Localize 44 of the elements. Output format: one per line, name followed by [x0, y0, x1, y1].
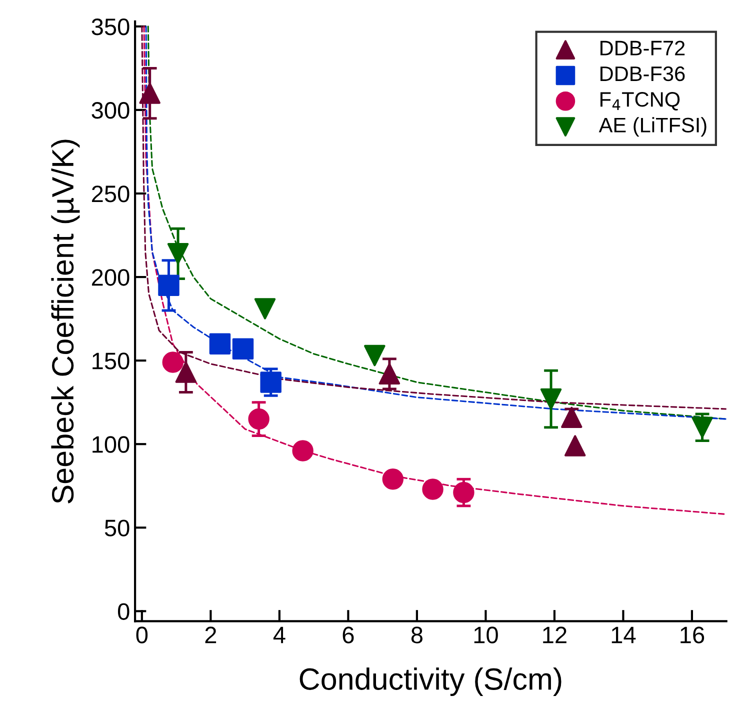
x-tick-label: 16	[680, 626, 704, 644]
point	[248, 408, 270, 430]
x-tick-label: 2	[205, 626, 216, 644]
point	[378, 363, 400, 385]
point	[561, 406, 582, 428]
x-axis-title: Conductivity (S/cm)	[300, 667, 562, 696]
point	[260, 372, 282, 393]
point	[209, 333, 231, 354]
point	[564, 435, 586, 456]
point	[692, 416, 713, 438]
y-tick-label: 100	[92, 436, 130, 453]
y-axis-title: Seebeck Coefficient (µV/K)	[51, 140, 80, 504]
y-tick-label: 0	[118, 603, 130, 620]
point	[232, 338, 254, 360]
x-tick-label: 4	[273, 626, 286, 644]
y-tick-label: 250	[92, 186, 130, 202]
y-tick-label: 150	[92, 352, 130, 370]
x-tick-label: 14	[612, 626, 636, 644]
point	[254, 298, 276, 320]
point	[175, 362, 197, 383]
x-tick-label: 0	[136, 626, 148, 644]
point	[292, 440, 314, 462]
point	[139, 82, 160, 104]
legend-label: DDB-F36	[600, 66, 685, 82]
x-tick-label: 6	[342, 626, 354, 644]
legend-label: F$_{4}$TCNQ	[600, 92, 680, 111]
y-tick-label: 300	[92, 102, 130, 119]
point	[364, 344, 386, 366]
line-series	[143, 26, 726, 516]
x-tick-label: 8	[411, 626, 422, 644]
point	[158, 274, 180, 296]
point	[167, 243, 189, 264]
y-tick-label: 350	[92, 18, 130, 36]
point	[382, 468, 404, 490]
point	[162, 352, 184, 373]
legend-label: AE (LiTFSI)	[598, 117, 706, 137]
y-tick-label: 200	[92, 269, 130, 286]
x-tick-label: 10	[474, 626, 498, 644]
point	[453, 482, 474, 504]
y-tick-label: 50	[104, 520, 130, 536]
point	[540, 388, 562, 410]
point	[422, 478, 444, 500]
x-tick-label: 12	[543, 626, 566, 644]
legend-label: DDB-F72	[600, 40, 685, 56]
